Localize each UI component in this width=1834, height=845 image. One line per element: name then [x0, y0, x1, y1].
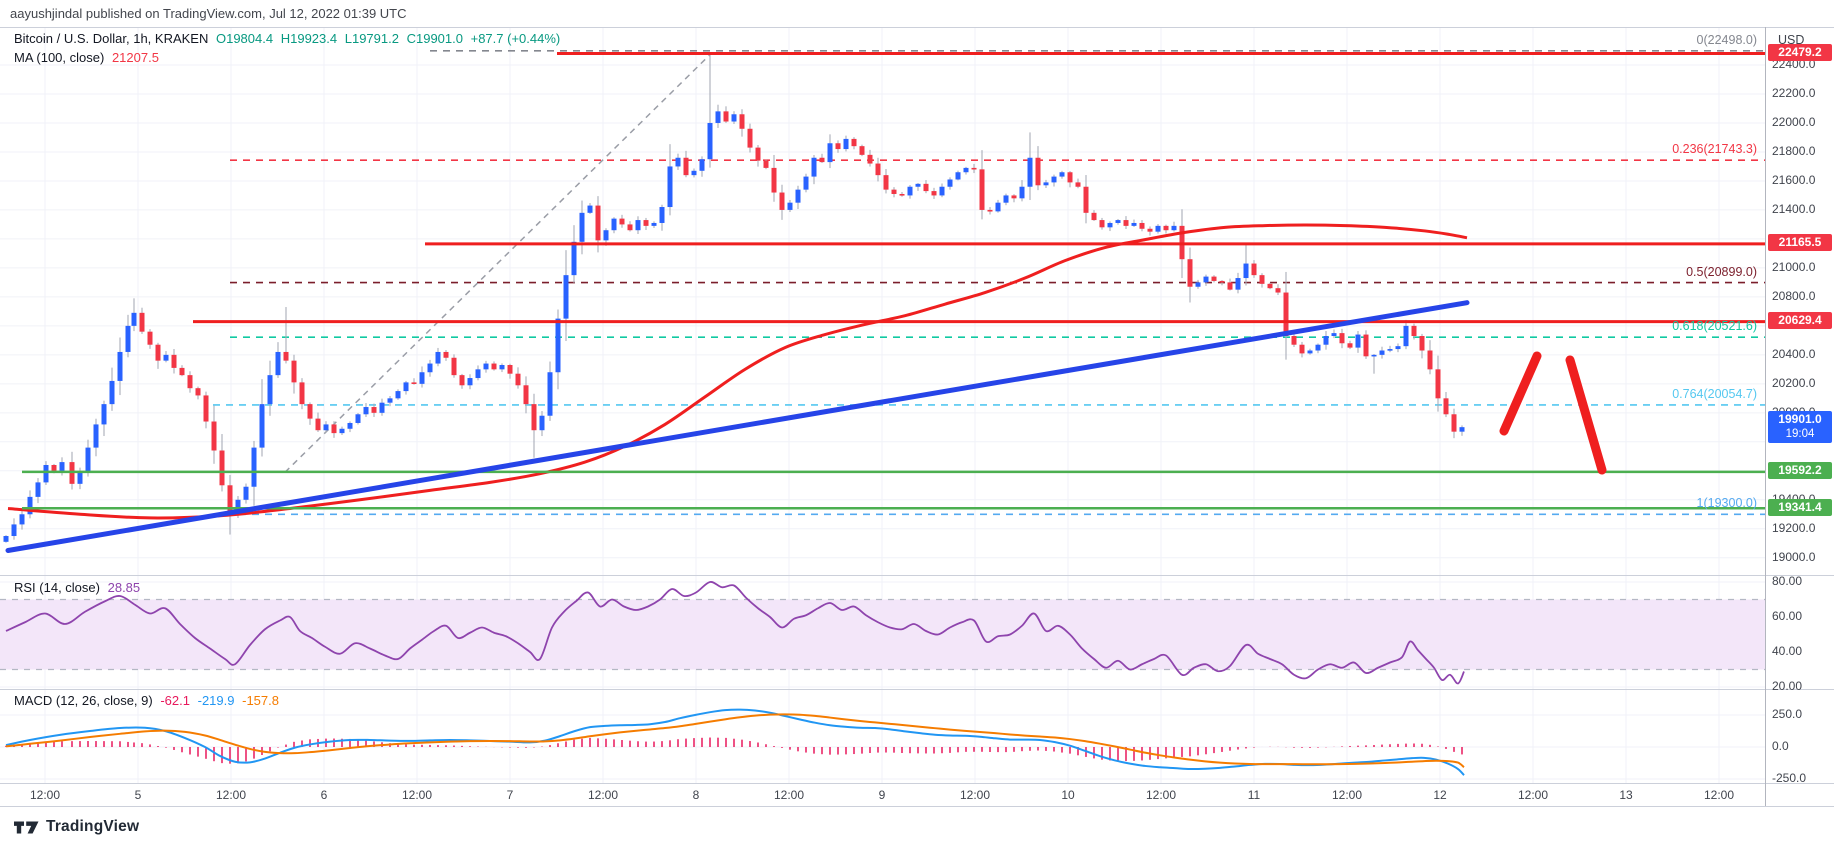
fib-label: 0.764(20054.7)	[1672, 386, 1757, 401]
price-tick: 21000.0	[1772, 259, 1816, 274]
rsi-tick: 40.00	[1772, 644, 1803, 658]
annotation-arrow-down	[1565, 355, 1607, 475]
ma-value: 21207.5	[111, 50, 159, 65]
price-tick: 19200.0	[1772, 520, 1816, 535]
macd-line-value: -219.9	[197, 693, 235, 708]
macd-label: MACD (12, 26, close, 9)	[14, 693, 153, 708]
price-pane	[3, 49, 1765, 554]
macd-pane	[5, 708, 1465, 776]
time-label: 13	[1619, 788, 1633, 802]
time-label: 12:00	[773, 788, 805, 802]
watermark-text: aayushjindal published on TradingView.co…	[10, 6, 407, 21]
trend-guide-dashed	[284, 52, 713, 473]
symbol-legend: Bitcoin / U.S. Dollar, 1h, KRAKEN O19804…	[14, 31, 560, 46]
fib-label: 1(19300.0)	[1696, 496, 1757, 511]
rsi-pane	[0, 581, 1765, 685]
macd-tick: 0.0	[1772, 739, 1789, 753]
fib-label: 0(22498.0)	[1696, 32, 1757, 47]
ma100-line	[7, 223, 1468, 520]
time-label: 12:00	[1517, 788, 1549, 802]
fib-label: 0.5(20899.0)	[1686, 264, 1757, 279]
symbol-title: Bitcoin / U.S. Dollar, 1h, KRAKEN	[14, 31, 209, 46]
price-badge: 20629.4	[1768, 312, 1832, 330]
macd-tick: 250.0	[1772, 707, 1803, 721]
rsi-tick: 80.00	[1772, 574, 1803, 588]
price-badge: 19592.2	[1768, 462, 1832, 480]
annotation-arrow-up	[1499, 351, 1542, 436]
time-scale[interactable]	[0, 783, 1765, 806]
time-label: 12:00	[587, 788, 619, 802]
price-badge: 22479.2	[1768, 44, 1832, 62]
time-label: 9	[878, 788, 886, 802]
time-label: 6	[320, 788, 328, 802]
time-label: 10	[1061, 788, 1075, 802]
price-badge: 21165.5	[1768, 234, 1832, 252]
rsi-band	[0, 599, 1765, 670]
rsi-tick: 20.00	[1772, 679, 1803, 693]
ma-label: MA (100, close)	[14, 50, 105, 65]
brand-name: TradingView	[46, 818, 140, 835]
bar-countdown: 19:04	[1785, 428, 1815, 441]
ma-legend: MA (100, close) 21207.5	[14, 50, 159, 65]
time-label: 12:00	[29, 788, 61, 802]
macd-legend: MACD (12, 26, close, 9) -62.1 -219.9 -15…	[14, 693, 279, 708]
price-tick: 21800.0	[1772, 143, 1816, 158]
top-bar: aayushjindal published on TradingView.co…	[0, 0, 1834, 27]
footer-brand[interactable]: TradingView	[14, 815, 139, 839]
macd-signal-value: -157.8	[242, 693, 279, 708]
time-label: 7	[506, 788, 514, 802]
rsi-legend: RSI (14, close) 28.85	[14, 580, 140, 595]
ohlc-change: +87.7 (+0.44%)	[470, 31, 561, 46]
rsi-line	[5, 581, 1465, 685]
price-badge: 19901.0 19:04	[1768, 411, 1832, 444]
currency-label: USD	[1778, 33, 1805, 47]
time-label: 12:00	[401, 788, 433, 802]
fib-label: 0.236(21743.3)	[1672, 142, 1757, 157]
price-tick: 21600.0	[1772, 172, 1816, 187]
macd-tick: -250.0	[1772, 771, 1807, 785]
price-tick: 19000.0	[1772, 549, 1816, 564]
tradingview-logo-icon	[14, 821, 39, 833]
ohlc-high: H19923.4	[280, 31, 338, 46]
price-tick: 22200.0	[1772, 85, 1816, 100]
macd-hist-value: -62.1	[160, 693, 190, 708]
time-label: 8	[692, 788, 700, 802]
ohlc-low: L19791.2	[344, 31, 399, 46]
time-label: 12:00	[959, 788, 991, 802]
time-label: 5	[134, 788, 142, 802]
price-tick: 22000.0	[1772, 114, 1816, 129]
time-label: 12:00	[1703, 788, 1735, 802]
price-tick: 20800.0	[1772, 288, 1816, 303]
price-tick: 20200.0	[1772, 375, 1816, 390]
time-label: 12:00	[215, 788, 247, 802]
fib-label: 0.618(20521.6)	[1672, 319, 1757, 334]
ohlc-open: O19804.4	[215, 31, 274, 46]
rsi-label: RSI (14, close)	[14, 580, 100, 595]
rsi-value: 28.85	[107, 580, 141, 595]
price-badge: 19341.4	[1768, 498, 1832, 516]
time-label: 12	[1433, 788, 1447, 802]
ohlc-close: C19901.0	[406, 31, 463, 46]
candles	[3, 54, 1465, 543]
price-tick: 21400.0	[1772, 201, 1816, 216]
time-label: 12:00	[1145, 788, 1177, 802]
macd-signal-line	[5, 713, 1465, 768]
time-label: 11	[1247, 788, 1261, 802]
rsi-tick: 60.00	[1772, 609, 1803, 623]
trendline	[5, 300, 1470, 554]
price-tick: 20400.0	[1772, 346, 1816, 361]
time-label: 12:00	[1331, 788, 1363, 802]
